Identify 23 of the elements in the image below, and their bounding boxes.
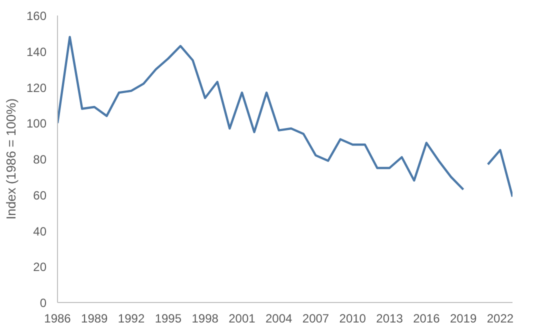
x-tick-label: 2013 [376, 312, 404, 325]
y-tick-label: 100 [26, 116, 47, 131]
y-tick-label: 80 [33, 152, 47, 166]
x-tick-label: 1998 [192, 312, 219, 325]
x-tick-label: 2019 [450, 312, 477, 325]
y-tick-label: 160 [26, 9, 47, 23]
y-tick-label: 20 [33, 260, 47, 274]
x-tick-label: 2004 [266, 312, 293, 325]
y-tick-label: 120 [26, 80, 47, 95]
y-axis-title: Index (1986 = 100%) [3, 98, 18, 220]
x-tick-label: 2010 [339, 312, 366, 325]
y-tick-label: 60 [33, 188, 47, 202]
x-tick-label: 2022 [486, 312, 514, 325]
x-tick-label: 1989 [81, 312, 108, 325]
x-tick-label: 1995 [154, 312, 182, 325]
y-tick-label: 0 [40, 296, 47, 310]
x-tick-label: 1986 [44, 312, 72, 325]
x-tick-label: 2016 [413, 312, 440, 325]
x-tick-label: 1992 [118, 312, 145, 325]
x-tick-label: 2007 [302, 312, 330, 325]
x-tick-label: 2001 [228, 312, 256, 325]
y-tick-label: 140 [26, 44, 47, 59]
y-tick-label: 40 [33, 224, 47, 238]
